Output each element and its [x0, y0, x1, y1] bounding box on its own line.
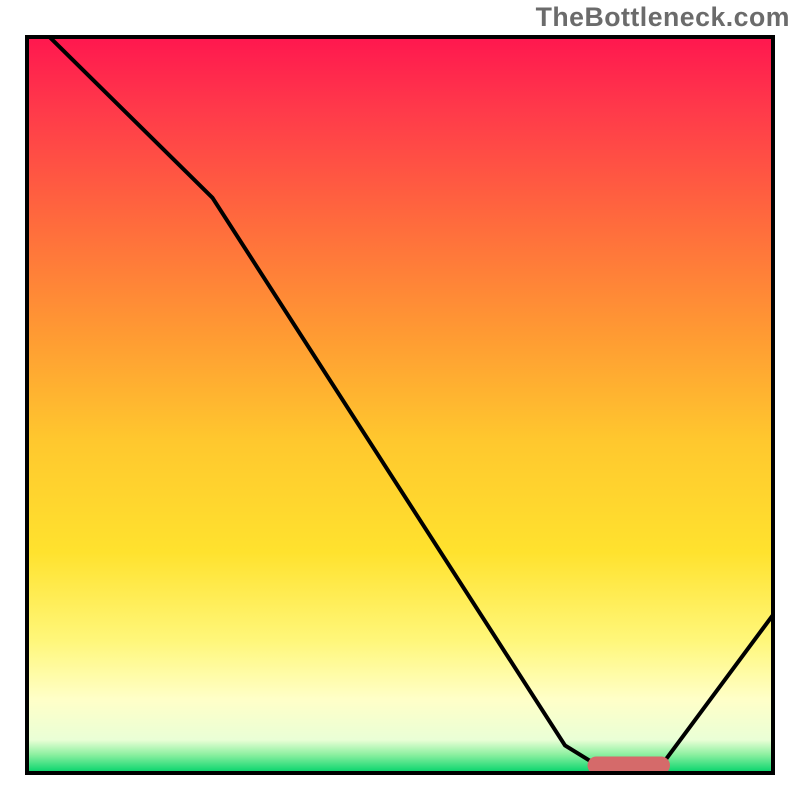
gradient-background	[27, 37, 773, 773]
watermark-text: TheBottleneck.com	[536, 2, 790, 33]
chart-container: TheBottleneck.com	[0, 0, 800, 800]
bottleneck-chart	[0, 0, 800, 800]
